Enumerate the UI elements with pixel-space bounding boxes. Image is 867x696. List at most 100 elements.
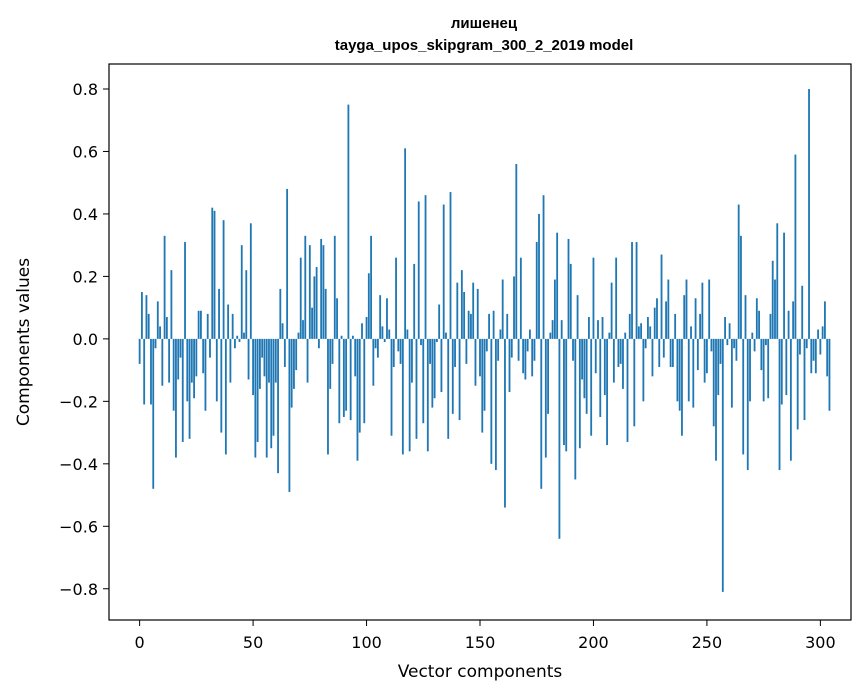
bar bbox=[336, 298, 338, 339]
x-tick-label: 200 bbox=[578, 633, 609, 652]
bar bbox=[333, 235, 336, 339]
bar bbox=[204, 338, 207, 411]
bar bbox=[733, 338, 736, 349]
bar bbox=[708, 279, 711, 339]
bar bbox=[426, 338, 429, 452]
bar bbox=[388, 329, 391, 339]
bar bbox=[168, 338, 171, 383]
bar bbox=[320, 238, 323, 339]
bar bbox=[767, 338, 770, 399]
x-tick-label: 100 bbox=[351, 633, 382, 652]
y-tick-label: −0.2 bbox=[59, 392, 98, 411]
bar bbox=[358, 338, 361, 433]
bar bbox=[308, 245, 311, 339]
bar bbox=[740, 235, 742, 339]
x-tick-label: 150 bbox=[465, 633, 496, 652]
bar bbox=[177, 338, 180, 380]
x-axis-label: Vector components bbox=[398, 662, 563, 682]
bar bbox=[488, 313, 490, 339]
bar bbox=[556, 232, 559, 339]
bar bbox=[293, 338, 295, 389]
bar bbox=[304, 235, 307, 339]
bar bbox=[703, 338, 706, 383]
bar bbox=[783, 232, 785, 339]
bar bbox=[367, 273, 370, 339]
bar bbox=[470, 313, 472, 339]
bar bbox=[263, 338, 266, 377]
bar bbox=[726, 338, 729, 346]
bar bbox=[676, 338, 679, 402]
bar bbox=[640, 323, 643, 339]
bar bbox=[771, 260, 774, 339]
bar bbox=[231, 313, 234, 339]
bar bbox=[317, 338, 320, 349]
bar bbox=[193, 338, 195, 399]
bar bbox=[585, 338, 588, 414]
bar bbox=[268, 338, 270, 383]
bar bbox=[322, 245, 325, 339]
bar bbox=[483, 338, 486, 411]
bar bbox=[467, 310, 470, 339]
bar bbox=[170, 270, 173, 339]
bar bbox=[181, 338, 184, 442]
bar bbox=[147, 313, 150, 339]
bar bbox=[696, 338, 699, 371]
bar bbox=[760, 338, 763, 371]
bar bbox=[340, 335, 343, 339]
bar bbox=[742, 338, 745, 455]
bar bbox=[270, 338, 273, 449]
bar bbox=[667, 279, 670, 339]
bar bbox=[558, 338, 561, 539]
bar bbox=[297, 332, 300, 339]
bar bbox=[224, 338, 227, 455]
bar bbox=[603, 338, 606, 396]
bar bbox=[746, 338, 749, 471]
bar bbox=[161, 338, 164, 386]
bar bbox=[721, 338, 724, 592]
bar bbox=[363, 338, 366, 424]
bar bbox=[671, 338, 674, 367]
bar bbox=[517, 338, 520, 361]
bar bbox=[240, 245, 243, 339]
bar bbox=[803, 338, 806, 421]
y-axis-label: Components values bbox=[14, 258, 34, 426]
bar bbox=[619, 338, 622, 364]
y-tick-label: −0.8 bbox=[59, 580, 98, 599]
x-tick-label: 50 bbox=[243, 633, 263, 652]
bar bbox=[236, 335, 239, 339]
bar bbox=[152, 338, 155, 489]
y-tick-label: 0.8 bbox=[73, 80, 98, 99]
bar bbox=[190, 338, 193, 383]
bar bbox=[454, 338, 456, 367]
bar bbox=[615, 257, 618, 339]
bar bbox=[179, 338, 182, 358]
bar bbox=[347, 104, 350, 339]
bar bbox=[499, 329, 502, 339]
y-tick-label: 0.0 bbox=[73, 330, 98, 349]
bar bbox=[449, 192, 452, 339]
bar bbox=[651, 338, 654, 377]
bar bbox=[379, 295, 382, 339]
bar bbox=[749, 338, 751, 402]
bar bbox=[406, 329, 409, 339]
bar bbox=[485, 338, 488, 352]
bar bbox=[397, 338, 400, 352]
bar bbox=[681, 338, 683, 436]
bar bbox=[522, 338, 525, 374]
bar bbox=[569, 263, 572, 339]
bar bbox=[372, 338, 375, 386]
bar bbox=[238, 338, 241, 342]
bar bbox=[352, 335, 354, 339]
bar bbox=[824, 301, 826, 339]
bar bbox=[472, 282, 475, 339]
bar bbox=[819, 338, 822, 355]
bar bbox=[199, 310, 202, 339]
bar bbox=[295, 338, 298, 371]
bar bbox=[642, 338, 645, 402]
bar bbox=[202, 338, 205, 374]
bar bbox=[821, 326, 824, 339]
bar bbox=[252, 338, 254, 396]
bar bbox=[277, 338, 279, 474]
bar bbox=[150, 338, 152, 405]
bar bbox=[401, 338, 404, 455]
